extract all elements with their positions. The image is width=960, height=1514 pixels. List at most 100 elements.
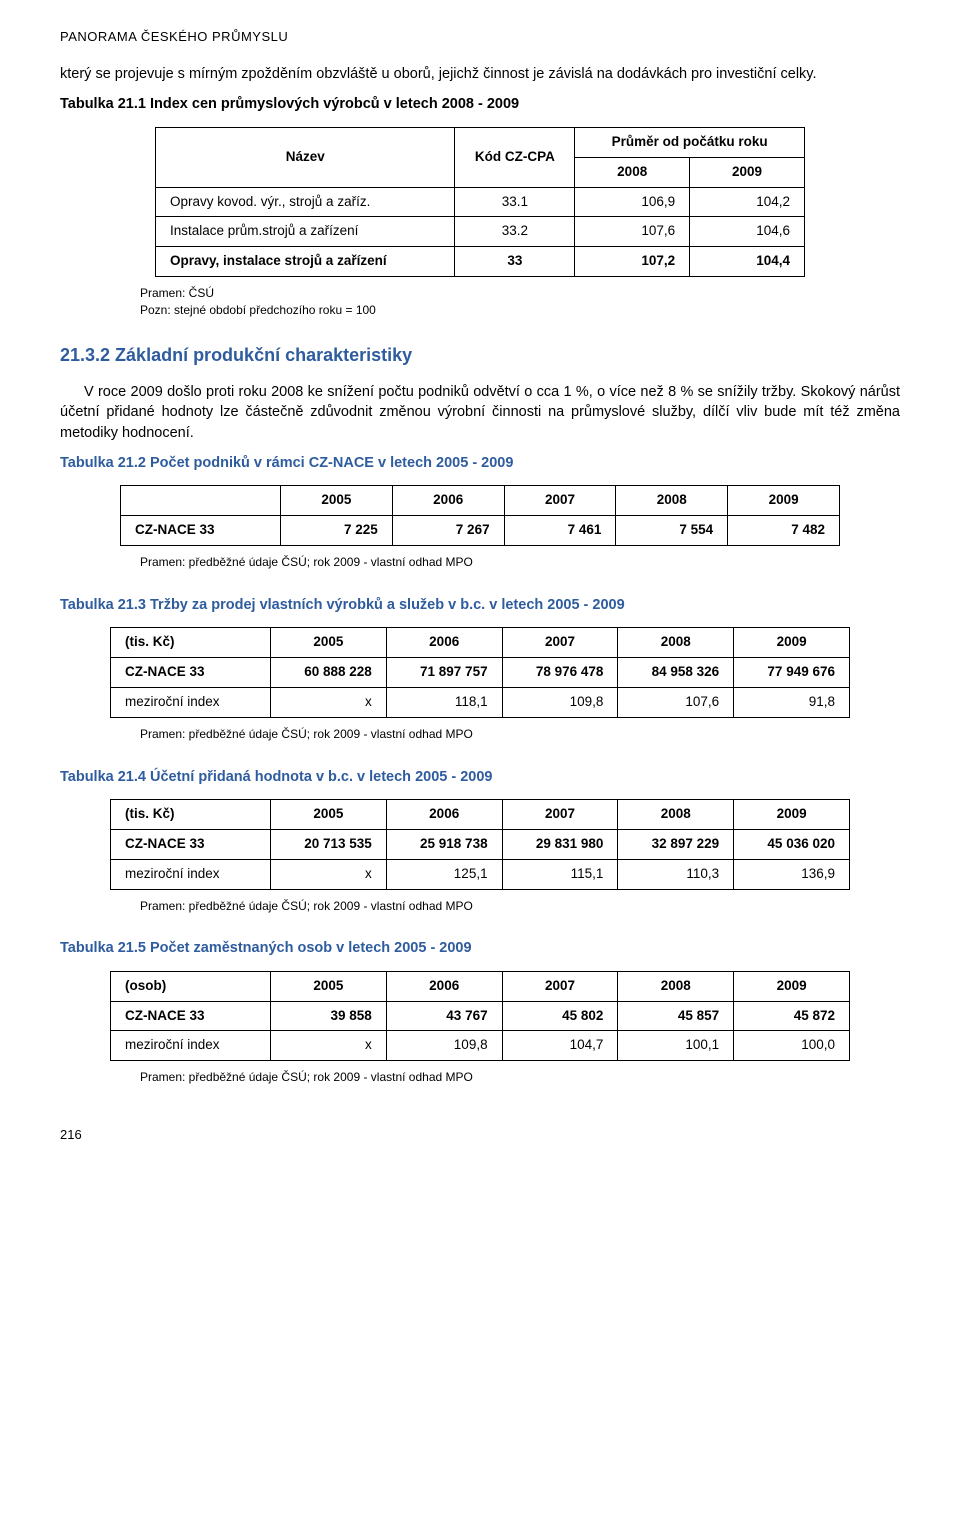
cell-v: x [271,1031,387,1061]
cell-v: x [271,859,387,889]
th-y2005: 2005 [271,971,387,1001]
cell-label: CZ-NACE 33 [111,1001,271,1031]
table-215-head: (osob) 2005 2006 2007 2008 2009 [111,971,850,1001]
intro-paragraph: který se projevuje s mírným zpožděním ob… [60,64,900,84]
th-y2008: 2008 [618,971,734,1001]
th-y2006: 2006 [386,971,502,1001]
th-y2007: 2007 [502,971,618,1001]
table-214: (tis. Kč) 2005 2006 2007 2008 2009 CZ-NA… [110,799,850,890]
cell-v: 7 267 [392,516,504,546]
table-row: CZ-NACE 33 7 225 7 267 7 461 7 554 7 482 [121,516,840,546]
table-211-head-row1: Název Kód CZ-CPA Průměr od počátku roku [156,127,805,157]
cell-v: 20 713 535 [271,829,387,859]
table-211-title: Tabulka 21.1 Index cen průmyslových výro… [60,94,900,114]
table-row: CZ-NACE 33 60 888 228 71 897 757 78 976 … [111,657,850,687]
cell-v: 118,1 [386,687,502,717]
cell-v: 43 767 [386,1001,502,1031]
cell-v: 39 858 [271,1001,387,1031]
cell-2008: 107,2 [575,247,690,277]
th-y2005: 2005 [271,799,387,829]
th-2008: 2008 [575,157,690,187]
cell-label: CZ-NACE 33 [121,516,281,546]
cell-2009: 104,4 [690,247,805,277]
table-215-wrap: (osob) 2005 2006 2007 2008 2009 CZ-NACE … [60,971,900,1062]
cell-v: 136,9 [734,859,850,889]
cell-v: 110,3 [618,859,734,889]
th-nazev: Název [156,127,455,187]
cell-v: 7 461 [504,516,616,546]
th-unit: (osob) [111,971,271,1001]
cell-v: 77 949 676 [734,657,850,687]
table-row: Opravy kovod. výr., strojů a zaříz. 33.1… [156,187,805,217]
cell-v: 45 857 [618,1001,734,1031]
cell-label: CZ-NACE 33 [111,829,271,859]
table-213-source: Pramen: předběžné údaje ČSÚ; rok 2009 - … [140,726,900,743]
cell-v: 7 482 [728,516,840,546]
cell-v: 104,7 [502,1031,618,1061]
table-214-head: (tis. Kč) 2005 2006 2007 2008 2009 [111,799,850,829]
table-row: meziroční index x 118,1 109,8 107,6 91,8 [111,687,850,717]
cell-kod: 33 [455,247,575,277]
cell-v: 32 897 229 [618,829,734,859]
table-211-wrap: Název Kód CZ-CPA Průměr od počátku roku … [60,127,900,277]
cell-v: 109,8 [502,687,618,717]
table-213: (tis. Kč) 2005 2006 2007 2008 2009 CZ-NA… [110,627,850,718]
cell-2009: 104,6 [690,217,805,247]
th-y2007: 2007 [502,799,618,829]
th-y2007: 2007 [504,486,616,516]
src-line-1: Pramen: ČSÚ [140,285,900,302]
section-2132-heading: 21.3.2 Základní produkční charakteristik… [60,343,900,368]
table-214-source: Pramen: předběžné údaje ČSÚ; rok 2009 - … [140,898,900,915]
th-kod: Kód CZ-CPA [455,127,575,187]
table-212-wrap: 2005 2006 2007 2008 2009 CZ-NACE 33 7 22… [60,485,900,546]
cell-2009: 104,2 [690,187,805,217]
cell-name: Opravy kovod. výr., strojů a zaříz. [156,187,455,217]
th-y2007: 2007 [502,628,618,658]
th-prumer: Průměr od počátku roku [575,127,805,157]
table-213-title: Tabulka 21.3 Tržby za prodej vlastních v… [60,595,900,615]
table-215: (osob) 2005 2006 2007 2008 2009 CZ-NACE … [110,971,850,1062]
cell-v: 45 872 [734,1001,850,1031]
cell-v: 7 225 [281,516,393,546]
cell-2008: 107,6 [575,217,690,247]
th-y2006: 2006 [386,799,502,829]
cell-v: 45 036 020 [734,829,850,859]
table-row-total: Opravy, instalace strojů a zařízení 33 1… [156,247,805,277]
page-header: PANORAMA ČESKÉHO PRŮMYSLU [60,28,900,46]
cell-v: x [271,687,387,717]
cell-v: 84 958 326 [618,657,734,687]
th-y2006: 2006 [392,486,504,516]
table-row: meziroční index x 109,8 104,7 100,1 100,… [111,1031,850,1061]
table-row: meziroční index x 125,1 115,1 110,3 136,… [111,859,850,889]
section-2132-para: V roce 2009 došlo proti roku 2008 ke sní… [60,382,900,443]
th-blank [121,486,281,516]
table-212: 2005 2006 2007 2008 2009 CZ-NACE 33 7 22… [120,485,840,546]
cell-v: 25 918 738 [386,829,502,859]
table-211: Název Kód CZ-CPA Průměr od počátku roku … [155,127,805,277]
th-y2009: 2009 [734,971,850,1001]
table-row: Instalace prům.strojů a zařízení 33.2 10… [156,217,805,247]
table-214-title: Tabulka 21.4 Účetní přidaná hodnota v b.… [60,767,900,787]
cell-v: 91,8 [734,687,850,717]
cell-v: 109,8 [386,1031,502,1061]
cell-v: 7 554 [616,516,728,546]
table-214-wrap: (tis. Kč) 2005 2006 2007 2008 2009 CZ-NA… [60,799,900,890]
table-212-head: 2005 2006 2007 2008 2009 [121,486,840,516]
th-y2006: 2006 [386,628,502,658]
src-line-2: Pozn: stejné období předchozího roku = 1… [140,302,900,319]
th-y2005: 2005 [271,628,387,658]
cell-v: 78 976 478 [502,657,618,687]
cell-v: 100,0 [734,1031,850,1061]
table-row: CZ-NACE 33 39 858 43 767 45 802 45 857 4… [111,1001,850,1031]
cell-name: Opravy, instalace strojů a zařízení [156,247,455,277]
th-y2005: 2005 [281,486,393,516]
cell-v: 100,1 [618,1031,734,1061]
cell-2008: 106,9 [575,187,690,217]
cell-kod: 33.1 [455,187,575,217]
cell-v: 29 831 980 [502,829,618,859]
th-2009: 2009 [690,157,805,187]
table-row: CZ-NACE 33 20 713 535 25 918 738 29 831 … [111,829,850,859]
cell-label: CZ-NACE 33 [111,657,271,687]
table-211-source: Pramen: ČSÚ Pozn: stejné období předchoz… [140,285,900,319]
cell-v: 125,1 [386,859,502,889]
